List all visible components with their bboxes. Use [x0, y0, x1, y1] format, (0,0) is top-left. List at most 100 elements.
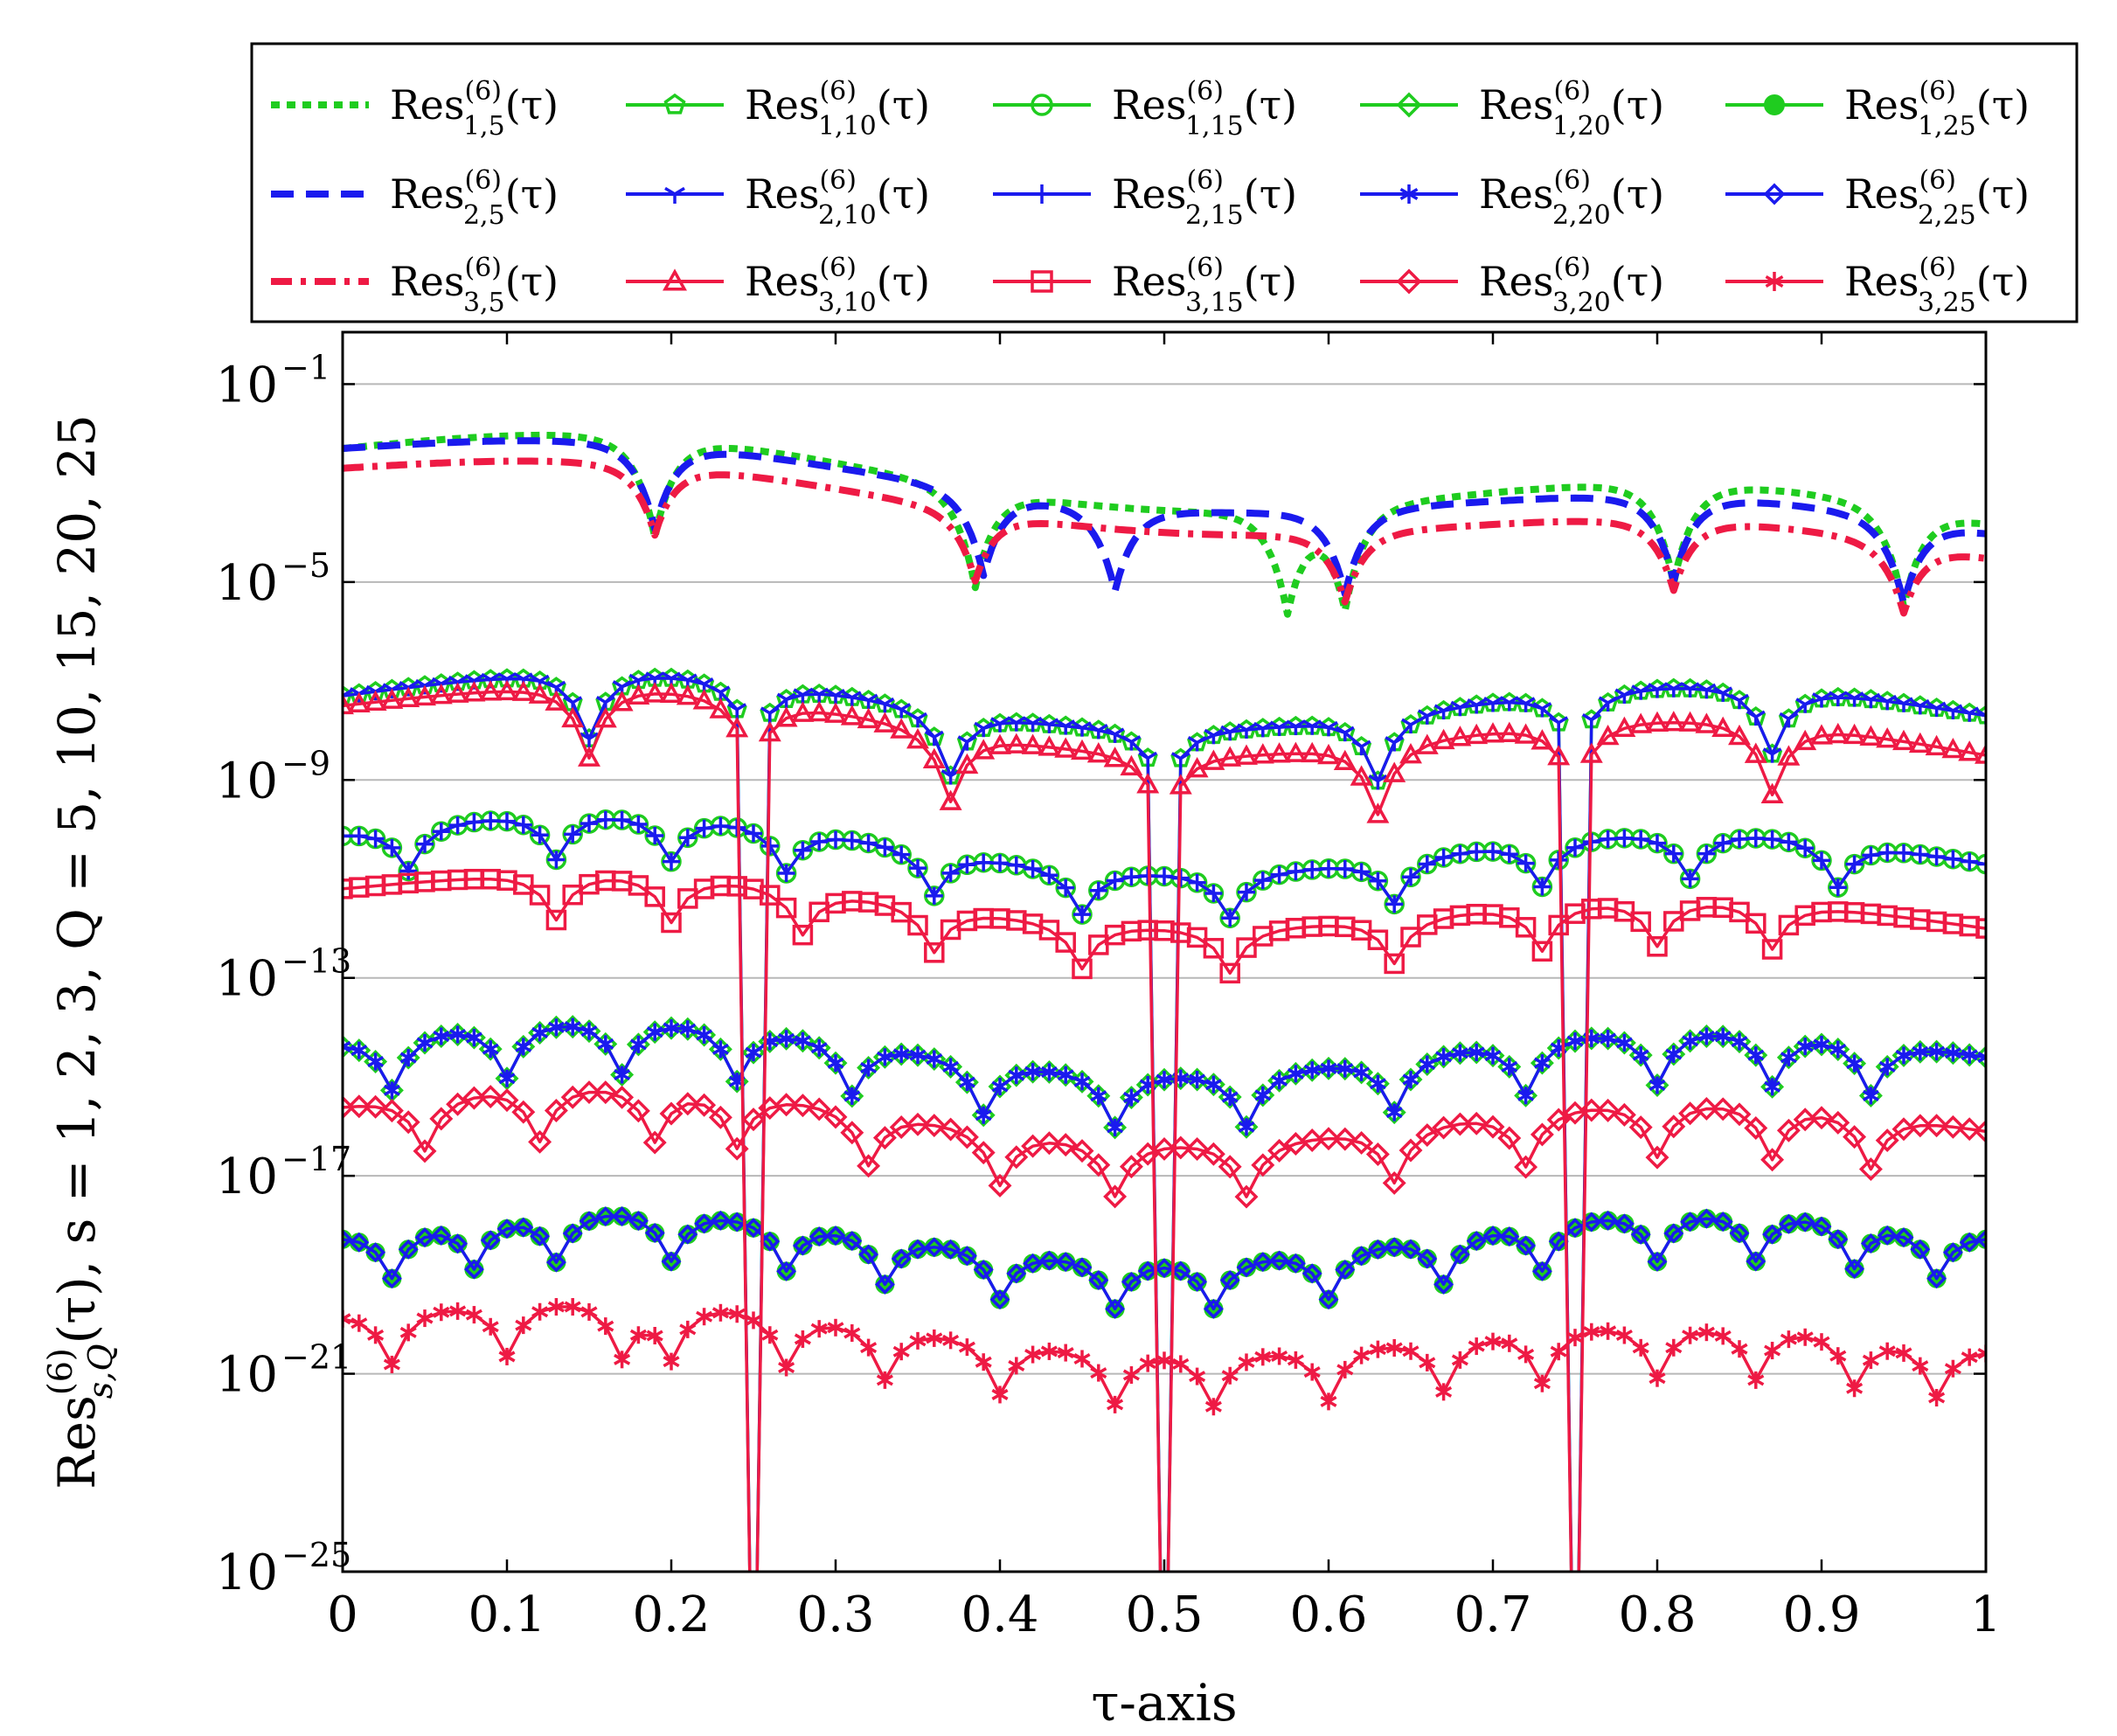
- x-tick-label: 0.9: [1782, 1587, 1860, 1643]
- data-point: [810, 832, 829, 851]
- data-point: [580, 732, 599, 748]
- y-label-sub: s,Q: [81, 1344, 120, 1399]
- data-point: [397, 686, 420, 707]
- data-point: [465, 813, 483, 831]
- data-point: [1006, 716, 1026, 732]
- data-point: [1369, 1074, 1386, 1093]
- data-point: [1780, 1330, 1797, 1349]
- data-point: [1959, 1232, 1980, 1253]
- data-point: [1090, 1364, 1107, 1382]
- data-point: [629, 1035, 647, 1053]
- data-point: [1926, 1268, 1947, 1289]
- data-point: [909, 859, 927, 878]
- data-point: [810, 1038, 828, 1057]
- data-point: [1169, 774, 1192, 795]
- data-point: [1170, 1260, 1191, 1281]
- data-point: [343, 689, 352, 705]
- data-point: [614, 1066, 631, 1084]
- data-point: [1024, 1063, 1042, 1081]
- data-point: [1418, 855, 1436, 873]
- series-3-5: [343, 457, 1986, 617]
- data-point: [956, 1246, 977, 1267]
- data-point: [876, 1048, 893, 1066]
- data-point: [1450, 700, 1470, 717]
- data-point: [1335, 1260, 1356, 1281]
- data-point: [1401, 718, 1420, 734]
- y-tick-label: 10: [216, 1347, 278, 1404]
- data-point: [1451, 844, 1469, 863]
- data-point: [580, 815, 598, 833]
- data-point: [743, 1218, 764, 1239]
- data-point: [1912, 1357, 1929, 1375]
- data-point: [1468, 1337, 1485, 1356]
- data-point: [1600, 1030, 1617, 1048]
- series-markers: [343, 868, 1986, 984]
- data-point: [1612, 1102, 1636, 1127]
- data-point: [1122, 1366, 1140, 1385]
- data-point: [1088, 1270, 1109, 1291]
- data-point: [1038, 920, 1060, 941]
- data-point: [1336, 1059, 1354, 1078]
- data-point: [1318, 1289, 1339, 1310]
- data-point: [1119, 1155, 1143, 1179]
- data-point: [1895, 1344, 1912, 1362]
- data-point: [1073, 1073, 1091, 1091]
- data-point: [365, 1242, 386, 1263]
- data-point: [972, 739, 996, 760]
- data-point: [728, 1305, 746, 1323]
- data-point: [1448, 726, 1472, 746]
- data-point: [1031, 94, 1053, 116]
- data-point: [922, 747, 946, 768]
- data-point: [1714, 1327, 1732, 1345]
- legend-label: Res(6) 1,5(τ): [390, 76, 559, 142]
- data-point: [1038, 735, 1061, 756]
- data-point: [1615, 1326, 1633, 1344]
- data-point: [725, 1136, 749, 1161]
- data-point: [462, 1086, 486, 1110]
- data-point: [1072, 958, 1093, 980]
- data-point: [678, 829, 697, 847]
- data-point: [1778, 1213, 1799, 1234]
- data-point: [1220, 725, 1240, 741]
- legend-label: Res(6) 1,10(τ): [745, 76, 930, 142]
- y-label-suffix: (τ), s = 1, 2, 3, Q = 5, 10, 15, 20, 25: [47, 414, 107, 1344]
- data-point: [873, 712, 897, 733]
- data-point: [1106, 871, 1124, 890]
- data-point: [711, 816, 730, 835]
- data-point: [1514, 1155, 1538, 1179]
- data-point: [580, 1302, 598, 1321]
- data-point: [709, 698, 732, 719]
- data-point: [399, 1049, 417, 1067]
- data-point: [1729, 901, 1750, 923]
- data-point: [1912, 1043, 1929, 1061]
- data-point: [1976, 709, 1986, 725]
- data-point: [924, 1237, 945, 1258]
- data-point: [1172, 1355, 1190, 1373]
- series-markers: [343, 1080, 1986, 1209]
- data-point: [891, 901, 912, 923]
- data-point: [545, 909, 567, 931]
- data-point: [1694, 1096, 1718, 1121]
- data-point: [1072, 1257, 1093, 1278]
- data-point: [1878, 844, 1897, 862]
- data-point: [1697, 1323, 1715, 1342]
- data-point: [857, 1154, 881, 1178]
- data-point: [1530, 1122, 1554, 1147]
- data-point: [531, 826, 549, 844]
- data-point: [843, 1087, 861, 1105]
- data-point: [1731, 1032, 1748, 1051]
- data-point: [1072, 721, 1092, 737]
- data-point: [1032, 184, 1052, 204]
- data-point: [1054, 737, 1078, 758]
- data-point: [1764, 94, 1785, 115]
- data-point: [774, 706, 798, 727]
- data-point: [954, 1125, 979, 1149]
- data-point: [941, 1239, 961, 1260]
- data-point: [1139, 1354, 1156, 1372]
- data-point: [1396, 268, 1422, 295]
- data-point: [1449, 1244, 1470, 1265]
- data-point: [545, 1252, 566, 1273]
- data-point: [1253, 721, 1273, 738]
- series-3-25: [343, 1298, 1986, 1416]
- data-point: [1254, 1348, 1272, 1366]
